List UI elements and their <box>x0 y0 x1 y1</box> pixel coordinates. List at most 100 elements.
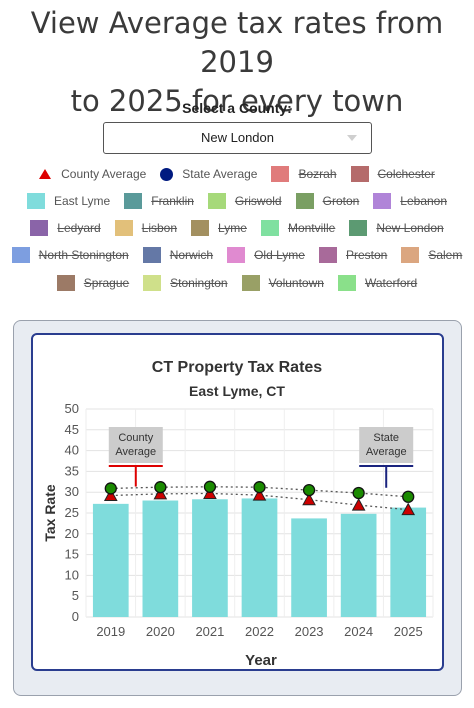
legend-item-old-lyme[interactable]: Old Lyme <box>227 247 305 263</box>
legend-item-label: Lisbon <box>141 221 178 235</box>
legend-item-lyme[interactable]: Lyme <box>191 220 247 236</box>
x-tick-label: 2020 <box>146 624 175 639</box>
color-swatch-icon <box>124 193 143 209</box>
legend-item-label: Salem <box>428 248 463 262</box>
x-tick-label: 2024 <box>344 624 373 639</box>
legend-item-sprague[interactable]: Sprague <box>56 275 130 291</box>
legend-row: Ledyard Lisbon Lyme Montville New London <box>0 220 474 236</box>
legend-item-waterford[interactable]: Waterford <box>337 275 418 291</box>
legend-item-salem[interactable]: Salem <box>401 247 462 263</box>
legend-item-label: Groton <box>322 194 360 208</box>
county-select-label: Select a County: <box>182 100 292 116</box>
legend-item-label: Sprague <box>83 276 130 290</box>
color-swatch-icon <box>349 220 368 236</box>
legend-row: East Lyme Franklin Griswold Groton Lebanon <box>0 193 474 209</box>
annotation-label: County <box>118 432 153 444</box>
legend-item-label: North Stonington <box>38 248 129 262</box>
page-title-line-1: View Average tax rates from 2019 <box>30 6 444 79</box>
legend-item-preston[interactable]: Preston <box>318 247 388 263</box>
color-swatch-icon <box>207 193 226 209</box>
legend-item-label: Old Lyme <box>254 248 305 262</box>
page-title: View Average tax rates from 2019 to 2025… <box>0 4 474 121</box>
legend-item-label: Franklin <box>151 194 194 208</box>
color-swatch-icon <box>30 220 49 236</box>
legend-item-east-lyme[interactable]: East Lyme <box>26 193 111 209</box>
y-tick-label: 0 <box>72 609 79 624</box>
legend-row: County Average State Average Bozrah Colches… <box>0 166 474 182</box>
legend-item-label: Preston <box>345 248 388 262</box>
legend-item-label: Waterford <box>364 276 418 290</box>
color-swatch-icon <box>373 193 392 209</box>
y-tick-label: 30 <box>65 484 79 499</box>
legend-item-north-stonington[interactable]: North Stonington <box>11 247 129 263</box>
legend-item-ledyard[interactable]: Ledyard <box>30 220 101 236</box>
bar <box>291 518 327 617</box>
county-select[interactable]: New London <box>103 122 372 154</box>
county-average-point <box>203 486 217 499</box>
legend-item-groton[interactable]: Groton <box>295 193 360 209</box>
annotation-label: Average <box>115 446 156 458</box>
x-tick-label: 2022 <box>245 624 274 639</box>
legend-item-state-average[interactable]: State Average <box>160 167 257 181</box>
legend-item-label: State Average <box>182 167 258 181</box>
legend-item-new-london[interactable]: New London <box>349 220 444 236</box>
state-average-point <box>203 480 217 493</box>
bar <box>92 503 129 617</box>
color-swatch-icon <box>114 220 133 236</box>
legend-row: Sprague Stonington Voluntown Waterford <box>0 275 474 291</box>
color-swatch-icon <box>26 193 45 209</box>
legend-item-label: Norwich <box>169 248 214 262</box>
legend-item-franklin[interactable]: Franklin <box>124 193 194 209</box>
state-average-point <box>253 481 266 494</box>
legend-item-bozrah[interactable]: Bozrah <box>271 166 337 182</box>
chart-title: CT Property Tax Rates <box>152 359 323 376</box>
legend-item-label: Bozrah <box>298 167 337 181</box>
legend-item-montville[interactable]: Montville <box>260 220 335 236</box>
color-swatch-icon <box>401 247 420 263</box>
legend-item-label: New London <box>376 221 444 235</box>
bar <box>340 513 377 617</box>
y-tick-label: 15 <box>65 547 79 562</box>
color-swatch-icon <box>337 275 356 291</box>
legend-item-colchester[interactable]: Colchester <box>350 166 435 182</box>
color-swatch-icon <box>318 247 337 263</box>
color-swatch-icon <box>142 247 161 263</box>
bar <box>142 500 179 617</box>
state-average-point <box>352 486 365 500</box>
y-tick-label: 10 <box>65 567 79 582</box>
x-tick-label: 2023 <box>295 624 324 639</box>
legend-item-norwich[interactable]: Norwich <box>142 247 214 263</box>
legend-item-county-average[interactable]: County Average <box>39 167 146 181</box>
annotation-label: State <box>373 432 399 444</box>
legend-item-lisbon[interactable]: Lisbon <box>114 220 178 236</box>
county-select-value: New London <box>201 130 274 145</box>
legend-item-stonington[interactable]: Stonington <box>143 275 228 291</box>
y-tick-label: 5 <box>72 588 79 603</box>
legend-item-voluntown[interactable]: Voluntown <box>241 275 324 291</box>
x-axis-label: Year <box>245 652 277 669</box>
legend-item-label: Lyme <box>218 221 247 235</box>
county-average-point <box>351 498 366 511</box>
color-swatch-icon <box>143 275 162 291</box>
color-swatch-icon <box>56 275 75 291</box>
legend-item-label: Ledyard <box>57 221 101 235</box>
legend-row: North Stonington Norwich Old Lyme Preston Sa… <box>0 247 474 263</box>
tax-rate-chart: CT Property Tax Rates East Lyme, CT Year… <box>42 359 434 669</box>
bar <box>192 499 228 617</box>
y-tick-label: 20 <box>65 526 79 541</box>
legend-item-griswold[interactable]: Griswold <box>207 193 282 209</box>
color-swatch-icon <box>260 220 279 236</box>
legend-item-lebanon[interactable]: Lebanon <box>373 193 447 209</box>
state-average-point <box>402 490 415 503</box>
state-average-point <box>104 482 117 495</box>
bar <box>241 498 278 617</box>
circle-icon <box>160 167 174 181</box>
y-tick-label: 50 <box>65 401 79 416</box>
county-average-point <box>153 486 168 500</box>
legend-item-label: County Average <box>61 167 147 181</box>
county-average-point <box>103 488 118 502</box>
y-tick-label: 25 <box>65 505 79 520</box>
legend-item-label: East Lyme <box>53 194 111 208</box>
legend-item-label: Griswold <box>234 194 282 208</box>
triangle-icon <box>39 169 52 179</box>
